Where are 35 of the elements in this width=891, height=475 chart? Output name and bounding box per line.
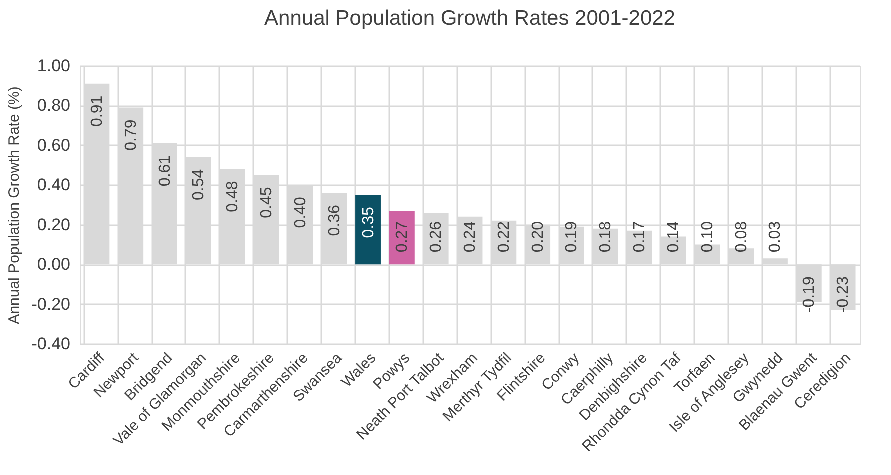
data-label: -0.23 <box>835 276 852 314</box>
data-label: 0.22 <box>496 221 513 253</box>
data-label: 0.10 <box>699 221 716 253</box>
data-label: 0.48 <box>224 181 242 212</box>
data-label: 0.19 <box>564 221 581 253</box>
data-label: 0.24 <box>462 221 479 253</box>
data-label: 0.79 <box>122 120 140 151</box>
y-tick-label: 0.20 <box>37 215 70 234</box>
y-tick-label: -0.40 <box>32 334 70 354</box>
y-tick-label: 0.40 <box>37 176 70 195</box>
data-label: 0.91 <box>88 96 106 128</box>
data-label: 0.27 <box>394 221 412 253</box>
data-label: 0.40 <box>292 197 310 228</box>
bar <box>356 195 381 265</box>
data-label: 0.03 <box>767 221 784 253</box>
data-label: 0.45 <box>258 187 276 218</box>
data-label: 0.36 <box>326 204 344 236</box>
y-tick-label: 0.00 <box>37 255 70 274</box>
y-tick-label: 0.60 <box>37 136 70 155</box>
data-label: 0.54 <box>190 169 208 200</box>
bar <box>389 210 415 265</box>
data-label: 0.26 <box>428 221 446 253</box>
data-label: 0.18 <box>598 221 615 253</box>
chart-title: Annual Population Growth Rates 2001-2022 <box>264 7 676 30</box>
y-tick-label: -0.20 <box>32 294 70 314</box>
data-label: 0.20 <box>530 221 547 253</box>
data-label: 0.61 <box>156 155 174 187</box>
data-label: 0.08 <box>733 221 750 253</box>
y-tick-label: 1.00 <box>37 56 70 76</box>
y-axis-title: Annual Population Growth Rate (%) <box>6 86 23 324</box>
data-label: 0.17 <box>632 221 649 253</box>
data-label: 0.35 <box>360 206 378 238</box>
y-tick-label: 0.80 <box>37 96 70 116</box>
data-label: -0.19 <box>801 276 818 314</box>
data-label: 0.14 <box>665 221 682 253</box>
